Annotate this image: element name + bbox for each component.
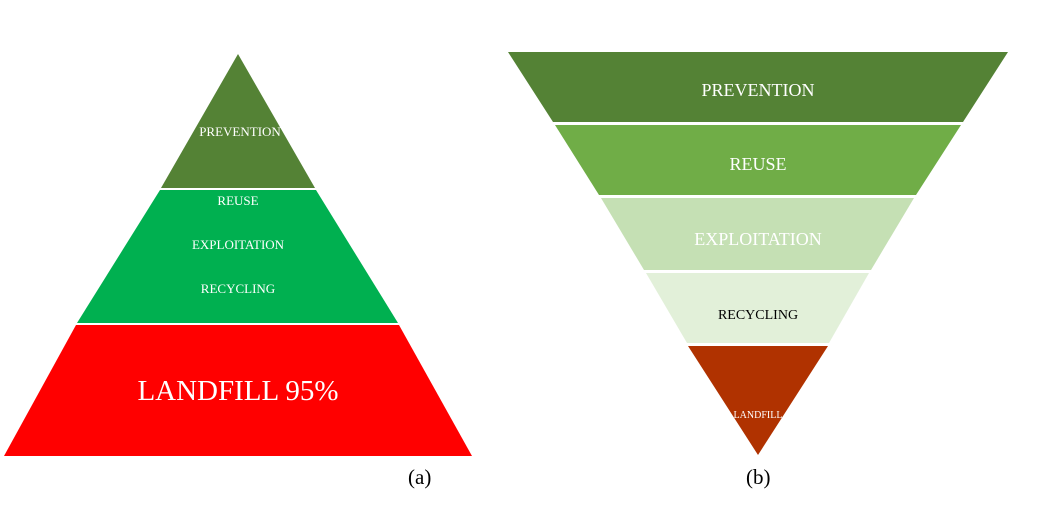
pyramid-b: PREVENTION REUSE EXPLOITATION RECYCLING … (508, 52, 1008, 455)
pyramid-a-tier-prevention (161, 54, 315, 188)
caption-b: (b) (746, 465, 771, 489)
pyramid-a-tier-landfill (4, 325, 472, 456)
pyramid-b-label-reuse: REUSE (729, 154, 786, 174)
pyramid-a-tier-reuse-exploitation-recycling (77, 190, 398, 323)
pyramid-a-label-exploitation: EXPLOITATION (192, 237, 285, 252)
caption-a: (a) (408, 465, 432, 489)
pyramid-b-label-recycling: RECYCLING (718, 308, 798, 323)
pyramid-a-label-landfill: LANDFILL 95% (137, 375, 338, 407)
pyramid-a-label-reuse: REUSE (217, 193, 258, 208)
pyramid-b-tier-prevention (508, 52, 1008, 122)
pyramid-b-label-landfill: LANDFILL (734, 410, 783, 421)
pyramid-b-tier-reuse (555, 125, 961, 195)
pyramid-b-tier-recycling (646, 273, 869, 343)
pyramid-a: PREVENTION REUSE EXPLOITATION RECYCLING … (4, 54, 472, 456)
pyramid-b-label-exploitation: EXPLOITATION (694, 229, 822, 249)
pyramid-a-label-prevention: PREVENTION (199, 124, 281, 139)
pyramid-b-tier-landfill (688, 346, 828, 455)
pyramid-b-tier-exploitation (601, 198, 914, 270)
pyramid-a-label-recycling: RECYCLING (201, 281, 275, 296)
pyramid-b-label-prevention: PREVENTION (702, 80, 815, 100)
